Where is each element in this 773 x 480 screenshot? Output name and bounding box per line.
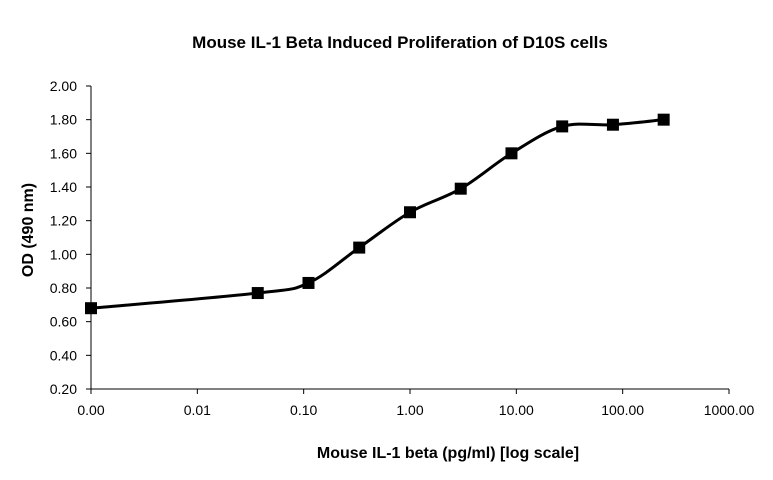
y-tick-label: 0.40	[50, 347, 77, 363]
x-tick-label: 10.00	[499, 402, 534, 418]
x-tick-label: 1000.00	[704, 402, 755, 418]
data-point-marker	[454, 182, 467, 195]
y-tick-label: 1.80	[50, 112, 77, 128]
data-point-marker	[606, 118, 619, 131]
x-tick-label: 0.10	[290, 402, 317, 418]
data-point-marker	[657, 113, 670, 126]
data-point-marker	[251, 287, 264, 300]
x-axis: 0.00 0.01 0.10 1.00 10.00 100.00 1000.00	[77, 388, 755, 418]
series-line	[90, 118, 664, 310]
x-axis-label: Mouse IL-1 beta (pg/ml) [log scale]	[317, 445, 579, 462]
data-point-marker	[302, 276, 315, 289]
x-tick-label: 0.01	[184, 402, 211, 418]
data-point-marker	[353, 241, 366, 254]
y-tick-label: 0.80	[50, 280, 77, 296]
y-tick-label: 1.60	[50, 145, 77, 161]
y-tick-label: 2.00	[50, 78, 77, 94]
y-tick-label: 1.40	[50, 179, 77, 195]
chart-title: Mouse IL-1 Beta Induced Proliferation of…	[192, 33, 608, 52]
y-axis-label: OD (490 nm)	[20, 183, 37, 277]
data-point-marker	[556, 120, 569, 133]
x-tick-label: 0.00	[77, 402, 104, 418]
x-tick-label: 100.00	[601, 402, 644, 418]
y-tick-label: 1.00	[50, 246, 77, 262]
y-tick-label: 0.20	[50, 381, 77, 397]
y-tick-label: 0.60	[50, 314, 77, 330]
y-axis: 0.20 0.40 0.60 0.80 1.00 1.20 1.40 1.60 1.80 2.00	[50, 78, 92, 397]
data-point-marker	[85, 302, 97, 315]
data-point-marker	[505, 147, 518, 160]
data-point-marker	[404, 206, 416, 219]
y-tick-label: 1.20	[50, 213, 77, 229]
x-tick-label: 1.00	[396, 402, 423, 418]
plot-area	[85, 113, 670, 315]
